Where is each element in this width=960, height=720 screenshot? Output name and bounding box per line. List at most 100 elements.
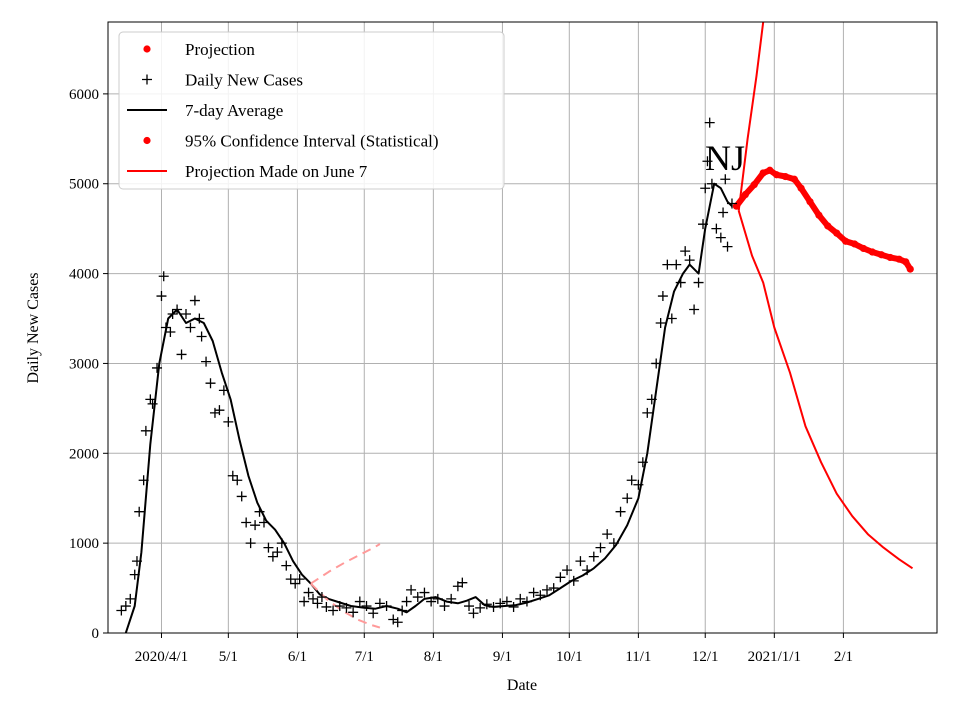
daily-case-point bbox=[711, 223, 722, 234]
daily-case-point bbox=[495, 598, 506, 609]
daily-case-point bbox=[392, 617, 403, 628]
daily-case-point bbox=[374, 598, 385, 609]
daily-case-point bbox=[194, 313, 205, 324]
daily-case-point bbox=[457, 577, 468, 588]
projection-made-on-june-7-upper-series bbox=[737, 22, 765, 211]
projection-made-on-june-7-series bbox=[737, 210, 914, 570]
daily-case-point bbox=[176, 349, 187, 360]
daily-case-point bbox=[675, 277, 686, 288]
daily-case-point bbox=[720, 174, 731, 185]
daily-case-point bbox=[354, 596, 365, 607]
daily-case-point bbox=[715, 232, 726, 243]
daily-case-point bbox=[637, 457, 648, 468]
daily-case-point bbox=[684, 255, 695, 266]
x-axis-label: Date bbox=[507, 677, 537, 694]
daily-case-point bbox=[446, 593, 457, 604]
daily-case-point bbox=[562, 565, 573, 576]
daily-case-point bbox=[555, 572, 566, 583]
daily-case-point bbox=[129, 569, 140, 580]
daily-case-point bbox=[145, 394, 156, 405]
daily-case-point bbox=[185, 322, 196, 333]
y-tick-label: 4000 bbox=[69, 267, 99, 283]
x-tick-label: 9/1 bbox=[493, 649, 512, 665]
daily-case-point bbox=[657, 291, 668, 302]
daily-case-point bbox=[156, 291, 167, 302]
x-tick-label: 8/1 bbox=[424, 649, 443, 665]
daily-case-point bbox=[575, 556, 586, 567]
legend-label: 7-day Average bbox=[185, 101, 283, 120]
daily-case-point bbox=[276, 538, 287, 549]
daily-case-point bbox=[700, 183, 711, 194]
daily-case-point bbox=[241, 517, 252, 528]
axis-ticks: 0 1000 2000 3000 4000 5000 6000 2020/4/1 5/1 6/1 7… bbox=[69, 87, 853, 665]
daily-case-point bbox=[180, 309, 191, 320]
daily-case-point bbox=[140, 425, 151, 436]
daily-case-point bbox=[615, 506, 626, 517]
daily-case-point bbox=[303, 587, 314, 598]
daily-case-point bbox=[481, 599, 492, 610]
daily-case-point bbox=[201, 356, 212, 367]
daily-case-point bbox=[160, 322, 171, 333]
daily-case-point bbox=[250, 520, 261, 531]
daily-case-point bbox=[704, 117, 715, 128]
daily-case-point bbox=[281, 560, 292, 571]
daily-case-point bbox=[361, 601, 372, 612]
daily-case-point bbox=[232, 475, 243, 486]
daily-case-point bbox=[595, 542, 606, 553]
projection-trail bbox=[733, 167, 914, 273]
daily-case-point bbox=[718, 207, 729, 218]
daily-case-point bbox=[568, 575, 579, 586]
daily-case-point bbox=[285, 574, 296, 585]
daily-case-point bbox=[321, 601, 332, 612]
daily-case-point bbox=[655, 318, 666, 329]
daily-case-point bbox=[267, 551, 278, 562]
daily-case-point bbox=[120, 601, 131, 612]
daily-case-point bbox=[406, 584, 417, 595]
daily-case-point bbox=[626, 475, 637, 486]
projection-series bbox=[732, 166, 914, 273]
daily-case-point bbox=[196, 331, 207, 342]
daily-case-point bbox=[167, 309, 178, 320]
legend-item-95-confidence-interval-statistical: 95% Confidence Interval (Statistical) bbox=[143, 132, 439, 151]
daily-case-point bbox=[158, 271, 169, 282]
projection-made-on-june-7-upper-line bbox=[737, 22, 765, 211]
daily-case-point bbox=[147, 398, 158, 409]
daily-case-point bbox=[651, 358, 662, 369]
y-tick-label: 3000 bbox=[69, 356, 99, 372]
y-tick-label: 2000 bbox=[69, 446, 99, 462]
daily-case-point bbox=[134, 506, 145, 517]
daily-case-point bbox=[515, 593, 526, 604]
daily-case-point bbox=[254, 506, 265, 517]
daily-case-point bbox=[334, 601, 345, 612]
x-tick-label: 5/1 bbox=[219, 649, 238, 665]
daily-case-point bbox=[608, 538, 619, 549]
95-confidence-interval-statistical-lower-series bbox=[310, 582, 381, 629]
daily-case-point bbox=[693, 277, 704, 288]
projection-made-on-june-7-line bbox=[737, 210, 914, 570]
daily-case-point bbox=[426, 596, 437, 607]
daily-case-point bbox=[528, 587, 539, 598]
7-day-average-series bbox=[124, 182, 733, 633]
daily-case-point bbox=[432, 593, 443, 604]
daily-case-point bbox=[348, 607, 359, 618]
legend-item-projection: Projection bbox=[143, 40, 255, 59]
daily-case-point bbox=[633, 479, 644, 490]
daily-case-point bbox=[172, 304, 183, 315]
daily-case-point bbox=[189, 295, 200, 306]
legend-item-projection-made-on-june-7: Projection Made on June 7 bbox=[127, 162, 368, 181]
x-tick-label: 10/1 bbox=[556, 649, 583, 665]
daily-case-point bbox=[308, 593, 319, 604]
daily-case-point bbox=[312, 598, 323, 609]
daily-case-point bbox=[125, 593, 136, 604]
daily-case-point bbox=[227, 470, 238, 481]
legend-dot-icon bbox=[143, 136, 151, 145]
x-tick-label: 2021/1/1 bbox=[748, 649, 801, 665]
daily-case-point bbox=[290, 578, 301, 589]
daily-case-point bbox=[263, 542, 274, 553]
x-tick-label: 6/1 bbox=[288, 649, 307, 665]
daily-case-point bbox=[602, 529, 613, 540]
daily-case-point bbox=[439, 601, 450, 612]
daily-case-point bbox=[205, 378, 216, 389]
legend-label: Projection bbox=[185, 40, 255, 59]
